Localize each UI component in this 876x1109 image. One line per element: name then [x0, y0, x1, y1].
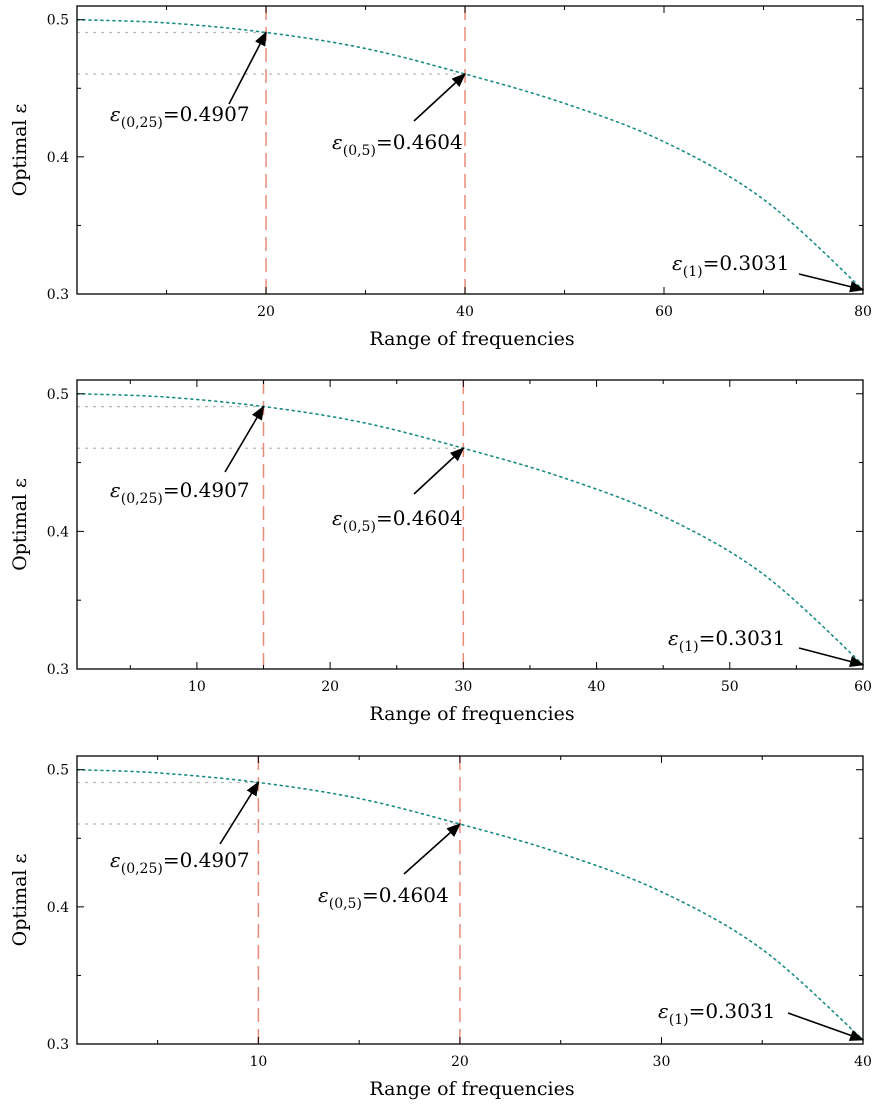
annotation-arrow-2: [404, 824, 460, 874]
annotation-label-3: ε(1)=0.3031: [672, 251, 789, 280]
x-tick-label: 30: [454, 679, 472, 695]
annotation-symbol: ε: [332, 130, 343, 154]
annotation-subscript: (1): [669, 1012, 689, 1028]
annotation-symbol: ε: [672, 251, 683, 275]
annotation-symbol: ε: [110, 478, 121, 502]
annotation-symbol: ε: [110, 102, 121, 126]
y-tick-label: 0.5: [47, 387, 69, 403]
annotation-symbol: ε: [318, 883, 329, 907]
annotation-symbol: ε: [332, 506, 343, 530]
annotation-arrow-2: [414, 448, 463, 494]
x-tick-label: 50: [721, 679, 739, 695]
x-tick-label: 40: [456, 304, 474, 320]
annotation-subscript: (0,25): [121, 115, 163, 131]
annotation-label-1: ε(0,25)=0.4907: [110, 102, 250, 131]
x-tick-label: 10: [188, 679, 206, 695]
annotation-value: =0.3031: [703, 251, 790, 275]
series-line-1: [77, 394, 863, 665]
x-tick-label: 80: [854, 304, 872, 320]
annotation-symbol: ε: [668, 626, 679, 650]
annotation-arrow-2: [414, 74, 465, 121]
annotation-subscript: (1): [679, 639, 699, 655]
annotation-arrow-3: [799, 274, 863, 290]
y-axis-label: Optimal ε: [9, 478, 31, 571]
panel-2: 10 20 30 40 50 60 0.3 0.4 0.5 Range of frequencie…: [9, 380, 872, 725]
y-axis-label: Optimal ε: [9, 854, 31, 947]
x-tick-label: 60: [655, 304, 673, 320]
x-tick-label: 40: [588, 679, 606, 695]
annotation-value: =0.3031: [689, 999, 776, 1023]
annotation-label-1: ε(0,25)=0.4907: [110, 478, 250, 507]
x-tick-label: 30: [653, 1054, 671, 1070]
x-axis-label: Range of frequencies: [369, 1078, 574, 1100]
annotation-subscript: (0,25): [121, 491, 163, 507]
annotation-label-1: ε(0,25)=0.4907: [110, 848, 250, 877]
x-axis-label: Range of frequencies: [369, 703, 574, 725]
annotation-value: =0.4604: [376, 130, 463, 154]
y-tick-label: 0.4: [47, 524, 69, 540]
panel-1: 20 40 60 80 0.3 0.4 0.5 Range of frequencies Opt…: [9, 6, 872, 350]
annotation-arrow-1: [220, 782, 258, 844]
annotation-label-3: ε(1)=0.3031: [668, 626, 785, 655]
annotation-subscript: (0,5): [329, 896, 362, 912]
annotation-arrow-3: [788, 1013, 863, 1040]
x-tick-label: 40: [854, 1054, 872, 1070]
x-tick-label: 60: [854, 679, 872, 695]
annotation-subscript: (0,25): [121, 861, 163, 877]
annotation-value: =0.3031: [699, 626, 786, 650]
x-tick-label: 10: [249, 1054, 267, 1070]
annotation-symbol: ε: [658, 999, 669, 1023]
series-line-1: [77, 20, 863, 290]
annotation-label-3: ε(1)=0.3031: [658, 999, 775, 1028]
annotation-value: =0.4907: [163, 848, 250, 872]
annotation-label-2: ε(0,5)=0.4604: [332, 130, 463, 159]
annotation-arrow-1: [229, 32, 266, 104]
annotation-subscript: (0,5): [343, 143, 376, 159]
x-tick-label: 20: [257, 304, 275, 320]
annotation-value: =0.4907: [163, 102, 250, 126]
annotation-subscript: (1): [683, 264, 703, 280]
annotation-value: =0.4907: [163, 478, 250, 502]
annotation-symbol: ε: [110, 848, 121, 872]
y-tick-label: 0.5: [47, 763, 69, 779]
panel-3: 10 20 30 40 0.3 0.4 0.5 Range of frequencies Opt…: [9, 756, 872, 1100]
y-tick-label: 0.4: [47, 900, 69, 916]
y-tick-label: 0.4: [47, 150, 69, 166]
annotation-label-2: ε(0,5)=0.4604: [332, 506, 463, 535]
x-tick-label: 20: [451, 1054, 469, 1070]
x-axis-label: Range of frequencies: [369, 328, 574, 350]
annotation-arrow-1: [225, 407, 264, 472]
annotation-value: =0.4604: [376, 506, 463, 530]
annotation-subscript: (0,5): [343, 519, 376, 535]
y-tick-label: 0.3: [47, 662, 69, 678]
y-tick-label: 0.3: [47, 1037, 69, 1053]
y-tick-label: 0.5: [47, 13, 69, 29]
x-tick-label: 20: [321, 679, 339, 695]
annotation-label-2: ε(0,5)=0.4604: [318, 883, 449, 912]
y-tick-label: 0.3: [47, 287, 69, 303]
y-axis-label: Optimal ε: [9, 104, 31, 197]
annotation-value: =0.4604: [362, 883, 449, 907]
